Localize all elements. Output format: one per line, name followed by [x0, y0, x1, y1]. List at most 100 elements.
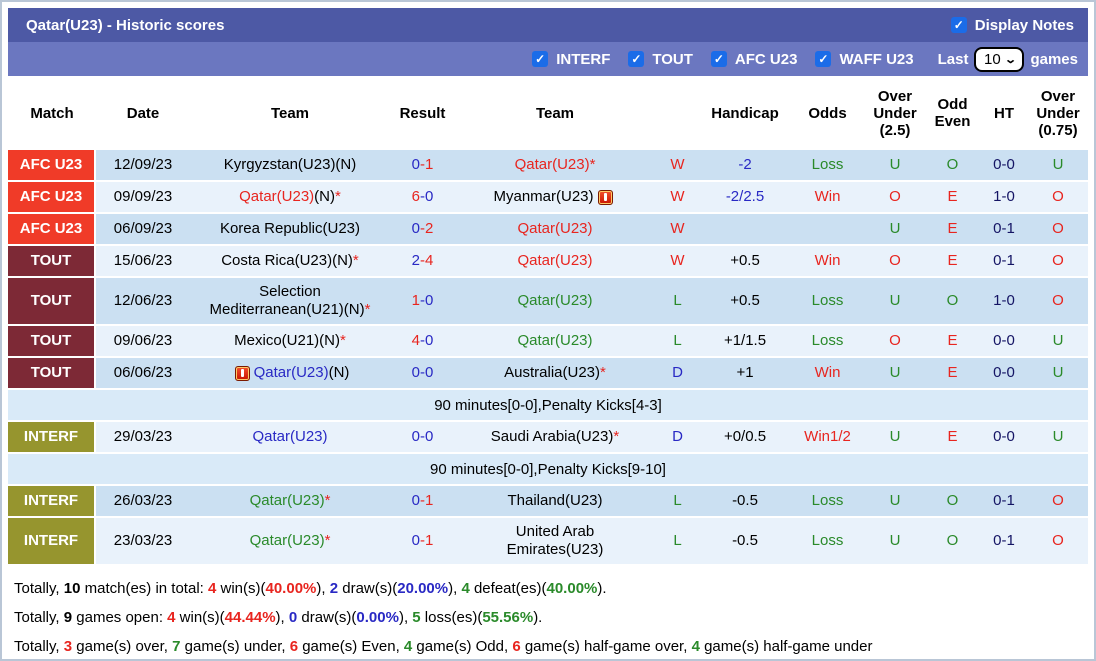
summary-segment: 4	[403, 638, 413, 655]
ht-score-cell: 1-0	[980, 182, 1028, 212]
away-team-cell-name[interactable]: Qatar(U23)	[517, 332, 592, 350]
home-score: 4	[411, 332, 420, 349]
team-name-part: Qatar(U23)	[253, 364, 329, 381]
red-card-icon	[234, 365, 250, 381]
away-team-cell-name[interactable]: Qatar(U23)	[517, 252, 592, 270]
handicap-cell: -0.5	[700, 486, 790, 516]
display-notes-checkbox[interactable]: ✓	[950, 17, 967, 33]
table-row: TOUT 09/06/23 Mexico(U21)(N)* 4-0 Qatar(U23)…	[8, 326, 1088, 356]
summary-segment: game(s) under,	[180, 638, 290, 655]
away-team-cell-name[interactable]: Australia(U23)*	[504, 364, 606, 382]
home-team-cell-name[interactable]: Qatar(U23)	[252, 428, 327, 446]
home-team-cell-name[interactable]: Costa Rica(U23)(N)*	[221, 252, 359, 270]
away-score: 0	[425, 428, 434, 445]
score-cell: 0-1	[390, 518, 455, 564]
summary-segment: ),	[448, 580, 462, 597]
filter-checkbox[interactable]: ✓	[710, 51, 727, 67]
header-team2: Team	[535, 104, 575, 122]
away-team-cell: Qatar(U23)*	[455, 150, 655, 180]
away-score: 1	[425, 492, 434, 509]
score-separator: -	[420, 156, 425, 173]
team-name-part: *	[335, 188, 341, 205]
header-hcp: Handicap	[711, 104, 779, 122]
summary-segment: 2	[329, 580, 339, 597]
home-team-cell-name[interactable]: Qatar(U23)(N)*	[239, 188, 341, 206]
away-team-cell-name[interactable]: Thailand(U23)	[507, 492, 602, 510]
away-team-cell: Qatar(U23)	[455, 246, 655, 276]
away-team-cell-name[interactable]: Myanmar(U23)	[493, 188, 616, 206]
summary-segment: loss(es)(	[420, 609, 483, 626]
team-name-part: Selection Mediterranean(U21)(N)	[209, 283, 365, 318]
score-cell: 0-0	[390, 422, 455, 452]
last-games-select[interactable]: 10 ⌄	[974, 46, 1025, 72]
summary-segment: 55.56%	[482, 609, 534, 626]
last-games-value: 10	[984, 50, 1001, 68]
score-separator: -	[420, 220, 425, 237]
filter-checkbox[interactable]: ✓	[815, 51, 832, 67]
filter-checkbox[interactable]: ✓	[628, 51, 645, 67]
away-team-cell-name[interactable]: United Arab Emirates(U23)	[507, 523, 604, 559]
header-odds: Odds	[808, 104, 847, 122]
home-team-cell-name[interactable]: Selection Mediterranean(U21)(N)*	[210, 283, 371, 319]
home-team-cell-name[interactable]: Qatar(U23)*	[250, 492, 331, 510]
score-cell: 0-1	[390, 486, 455, 516]
penalty-note-row: 90 minutes[0-0],Penalty Kicks[4-3]	[8, 390, 1088, 420]
filter-label: TOUT	[652, 50, 693, 68]
home-team-cell: Qatar(U23)*	[190, 486, 390, 516]
table-row: TOUT 06/06/23 Qatar(U23)(N) 0-0 Australia(U2…	[8, 358, 1088, 388]
odd-even-cell: E	[925, 182, 980, 212]
over-under-075-cell: U	[1028, 326, 1088, 356]
home-team-cell-name[interactable]: Qatar(U23)*	[250, 532, 331, 550]
home-score: 0	[411, 492, 420, 509]
date-cell: 23/03/23	[96, 518, 190, 564]
team-name-part: *	[613, 428, 620, 445]
home-team-cell: Mexico(U21)(N)*	[190, 326, 390, 356]
away-team-cell-name[interactable]: Qatar(U23)	[517, 220, 592, 238]
home-team-cell-name[interactable]: Mexico(U21)(N)*	[234, 332, 346, 350]
ht-score-cell: 0-1	[980, 214, 1028, 244]
score-separator: -	[420, 292, 425, 309]
home-score: 0	[411, 364, 420, 381]
summary-segment: 20.00%	[397, 580, 449, 597]
table-row: AFC U23 09/09/23 Qatar(U23)(N)* 6-0 Myanmar(…	[8, 182, 1088, 212]
home-score: 0	[411, 532, 420, 549]
result-letter-cell: D	[655, 358, 700, 388]
handicap-cell: +1	[700, 358, 790, 388]
away-team-cell-name[interactable]: Qatar(U23)*	[515, 156, 596, 174]
odd-even-cell: E	[925, 422, 980, 452]
ht-score-cell: 0-0	[980, 358, 1028, 388]
score-cell: 0-2	[390, 214, 455, 244]
ht-score-cell: 0-0	[980, 326, 1028, 356]
away-score: 1	[425, 156, 434, 173]
away-team-cell-name[interactable]: Qatar(U23)	[517, 292, 592, 310]
summary-segment: game(s) half-game over,	[520, 638, 692, 655]
result-letter-cell: L	[655, 518, 700, 564]
summary-line: Totally, 9 games open: 4 win(s)(44.44%),…	[14, 603, 1084, 632]
date-cell: 12/09/23	[96, 150, 190, 180]
home-team-cell-name[interactable]: Kyrgyzstan(U23)(N)	[224, 156, 357, 174]
result-letter-cell: L	[655, 486, 700, 516]
handicap-cell: -0.5	[700, 518, 790, 564]
over-under-25-cell: U	[865, 358, 925, 388]
score-separator: -	[420, 428, 425, 445]
summary-segment: Totally,	[14, 638, 64, 655]
league-badge: AFC U23	[8, 214, 96, 244]
summary-segment: 6	[512, 638, 521, 655]
over-under-25-cell: U	[865, 278, 925, 324]
summary-segment: ).	[597, 580, 607, 597]
filter-checkbox[interactable]: ✓	[532, 51, 549, 67]
chevron-down-icon: ⌄	[1003, 53, 1017, 66]
home-team-cell-name[interactable]: Korea Republic(U23)	[220, 220, 360, 238]
summary-segment: 9	[63, 609, 73, 626]
table-row: INTERF 26/03/23 Qatar(U23)* 0-1 Thailand(U23…	[8, 486, 1088, 516]
red-card-icon	[597, 189, 613, 205]
over-under-25-cell: U	[865, 486, 925, 516]
home-team-cell: Qatar(U23)(N)*	[190, 182, 390, 212]
home-team-cell-name[interactable]: Qatar(U23)(N)	[231, 364, 349, 382]
summary-segment: ),	[316, 580, 330, 597]
handicap-cell: +0.5	[700, 278, 790, 324]
score-cell: 0-0	[390, 358, 455, 388]
away-score: 0	[425, 332, 434, 349]
score-separator: -	[420, 492, 425, 509]
away-team-cell-name[interactable]: Saudi Arabia(U23)*	[491, 428, 619, 446]
